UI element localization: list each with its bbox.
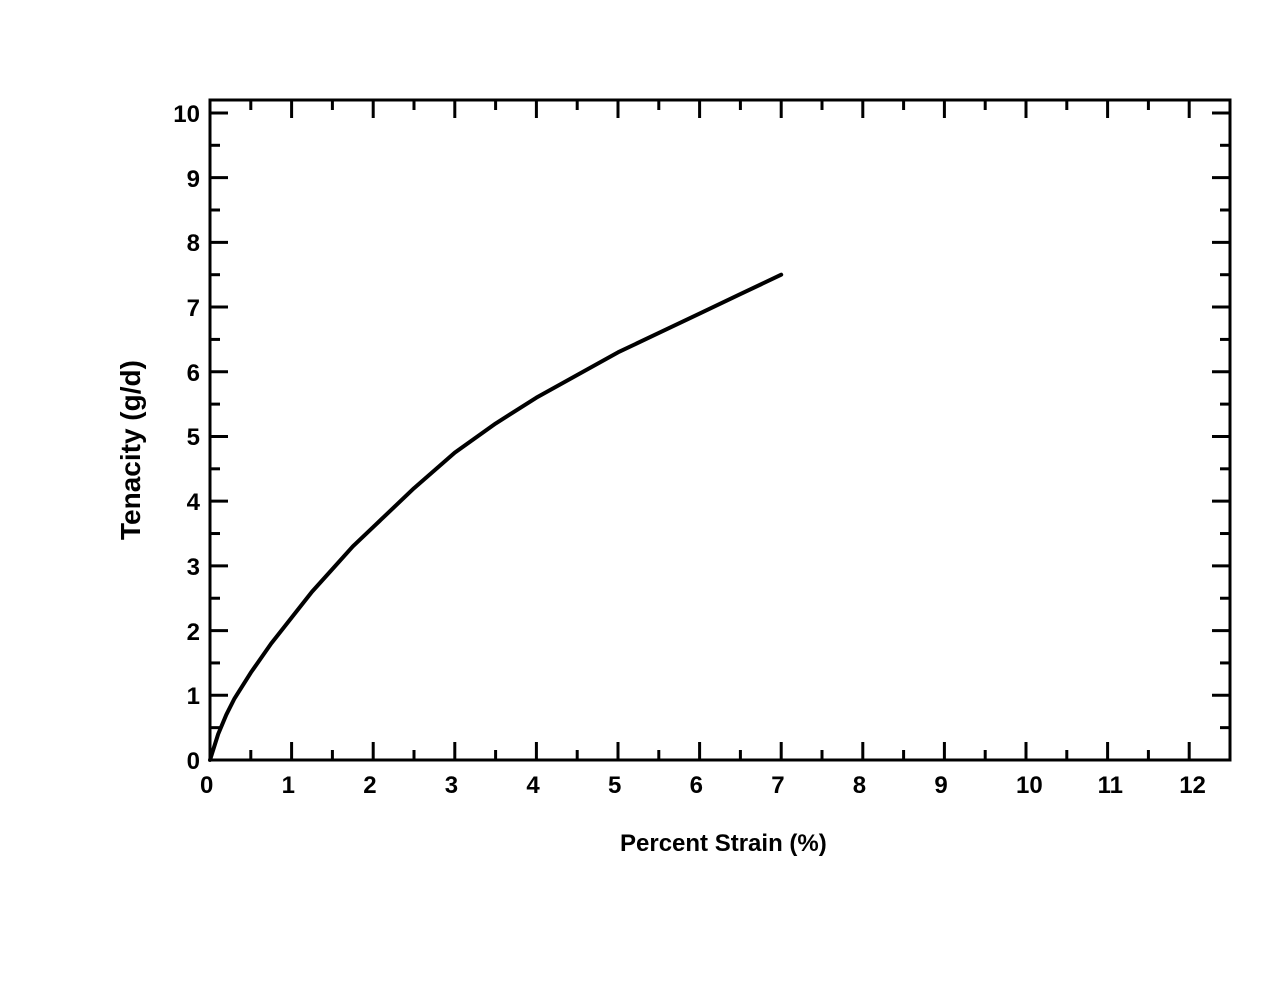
- x-tick-label: 9: [934, 772, 947, 800]
- y-tick-label: 0: [160, 748, 200, 776]
- x-tick-label: 5: [608, 772, 621, 800]
- chart-container: Tenacity (g/d) Percent Strain (%) 012345…: [0, 0, 1269, 997]
- x-tick-label: 2: [363, 772, 376, 800]
- y-tick-label: 6: [160, 360, 200, 388]
- x-tick-label: 10: [1016, 772, 1043, 800]
- y-tick-label: 5: [160, 424, 200, 452]
- y-tick-label: 4: [160, 489, 200, 517]
- y-tick-label: 3: [160, 554, 200, 582]
- y-tick-label: 2: [160, 619, 200, 647]
- x-tick-label: 1: [282, 772, 295, 800]
- x-tick-label: 3: [445, 772, 458, 800]
- y-tick-label: 1: [160, 683, 200, 711]
- x-tick-label: 7: [771, 772, 784, 800]
- x-tick-label: 6: [690, 772, 703, 800]
- x-tick-label: 4: [526, 772, 539, 800]
- x-tick-label: 11: [1098, 772, 1123, 800]
- y-tick-label: 9: [160, 166, 200, 194]
- y-tick-label: 8: [160, 230, 200, 258]
- y-tick-label: 10: [160, 101, 200, 129]
- y-tick-label: 7: [160, 295, 200, 323]
- x-tick-label: 0: [200, 772, 213, 800]
- x-tick-label: 8: [853, 772, 866, 800]
- x-tick-label: 12: [1179, 772, 1206, 800]
- x-axis-label: Percent Strain (%): [620, 830, 827, 858]
- y-axis-label: Tenacity (g/d): [115, 360, 147, 540]
